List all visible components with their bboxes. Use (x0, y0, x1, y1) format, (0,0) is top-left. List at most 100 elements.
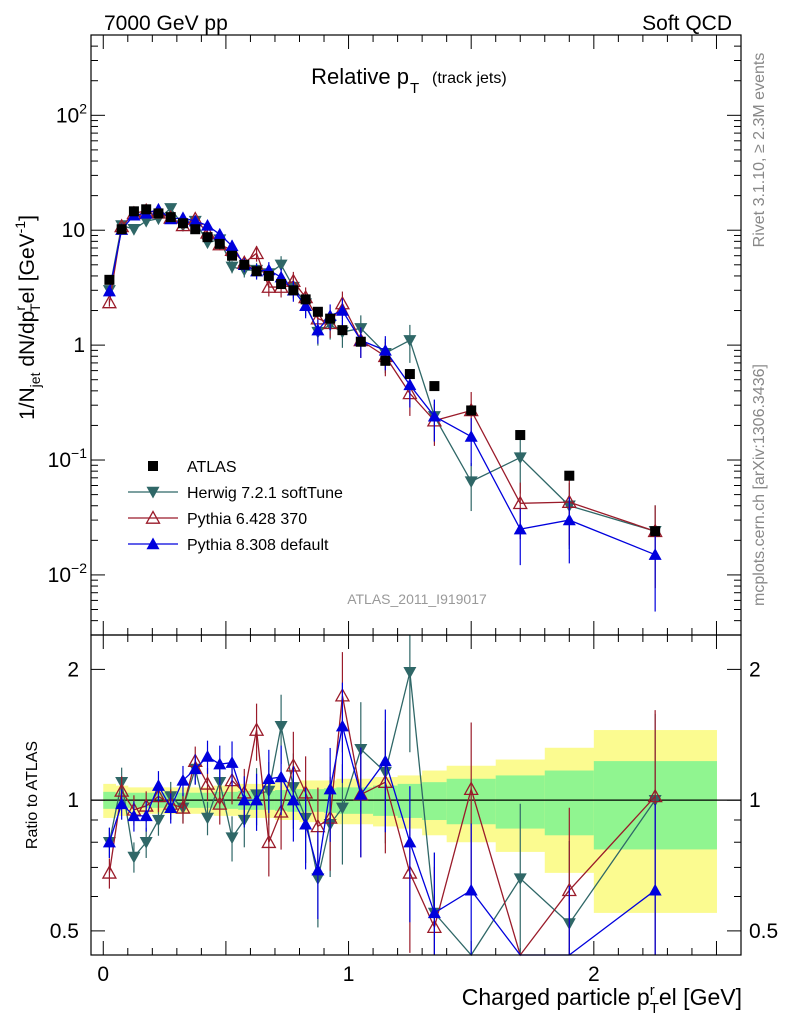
ratio-point-pythia-8-308-default (139, 809, 153, 822)
data-point-atlas (404, 369, 415, 380)
ratio-point-pythia-6-428-370 (273, 803, 289, 818)
data-point-atlas (202, 232, 213, 243)
ratio-point-herwig-7-2-1-softtune (513, 873, 527, 886)
y-tick-label-main: 1 (73, 334, 85, 357)
ratio-line-pythia-8-308-default (108, 726, 656, 956)
ratio-frame (90, 634, 742, 956)
data-point-atlas (263, 270, 274, 281)
data-point-atlas (325, 313, 336, 324)
data-point-atlas (337, 325, 348, 336)
ratio-panel: 0.5 0.5 1 1 2 2 0 1 2 (50, 634, 778, 986)
y-tick-label-main: 10−2 (48, 560, 88, 587)
data-point-pythia-8-308-default (213, 227, 227, 240)
data-point-atlas (116, 224, 127, 235)
ratio-point-pythia-8-308-default (335, 719, 349, 732)
legend-label-herwig-7-2-1-softtune: Herwig 7.2.1 softTune (187, 485, 343, 502)
data-point-pythia-8-308-default (201, 218, 215, 231)
y-tick-label-ratio: 0.5 (50, 920, 79, 943)
data-point-atlas (564, 470, 575, 481)
ratio-point-pythia-8-308-default (427, 906, 441, 919)
y-tick-label-ratio-right: 1 (749, 789, 761, 812)
data-point-atlas (466, 405, 477, 416)
ratio-point-pythia-8-308-default (286, 793, 300, 806)
ratio-point-pythia-8-308-default (176, 773, 190, 786)
mcplots-source-label: mcplots.cern.ch [arXiv:1306.3436] (751, 364, 768, 606)
data-point-atlas (251, 266, 262, 277)
ratio-point-pythia-8-308-default (323, 782, 337, 795)
ratio-point-pythia-8-308-default (115, 797, 129, 810)
ratio-point-pythia-8-308-default (127, 809, 141, 822)
ratio-point-pythia-6-428-370 (647, 788, 663, 803)
y-tick-label-ratio: 2 (67, 658, 79, 681)
data-point-atlas (276, 279, 287, 290)
x-tick-label: 2 (588, 963, 600, 986)
ratio-point-pythia-6-428-370 (212, 796, 228, 810)
ratio-point-pythia-8-308-default (299, 817, 313, 830)
ratio-point-pythia-6-428-370 (463, 781, 479, 795)
ratio-point-pythia-8-308-default (262, 772, 276, 784)
ratio-series-layer (101, 635, 663, 957)
y-tick-label-ratio-right: 0.5 (749, 920, 778, 943)
ratio-point-pythia-8-308-default (237, 793, 251, 806)
data-point-atlas (104, 274, 115, 285)
data-point-atlas (515, 430, 526, 441)
ratio-point-pythia-6-428-370 (175, 800, 191, 814)
data-point-atlas (429, 381, 440, 392)
legend-marker-herwig-7-2-1-softtune (146, 486, 160, 499)
data-point-pythia-8-308-default (464, 430, 478, 442)
data-point-pythia-8-308-default (513, 522, 527, 535)
data-point-herwig-7-2-1-softtune (274, 259, 288, 272)
ratio-point-herwig-7-2-1-softtune (403, 667, 417, 679)
ratio-point-pythia-8-308-default (164, 801, 178, 814)
data-point-herwig-7-2-1-softtune (127, 224, 141, 236)
ratio-point-pythia-8-308-default (188, 762, 202, 775)
main-series-layer (101, 202, 663, 612)
ratio-point-pythia-6-428-370 (101, 865, 118, 879)
main-tick-layer: 10−2 10−1 1 10 102 (48, 34, 741, 636)
data-point-atlas (312, 306, 323, 317)
ratio-point-pythia-8-308-default (250, 793, 264, 806)
legend-label-atlas: ATLAS (187, 459, 237, 476)
data-point-atlas (165, 212, 176, 223)
uncertainty-band-inner (422, 782, 448, 821)
series-line-herwig-7-2-1-softtune (108, 207, 656, 532)
data-point-atlas (190, 224, 201, 235)
main-panel: 10−2 10−1 1 10 102 Relative p T (track jets)… (48, 34, 742, 636)
legend-label-pythia-6-428-370: Pythia 6.428 370 (187, 511, 307, 528)
ratio-point-pythia-6-428-370 (150, 788, 167, 803)
rivet-version-label: Rivet 3.1.10, ≥ 2.3M events (751, 53, 768, 248)
main-y-axis-label: 1/Njet dN/dprTel [GeV-1] (12, 215, 43, 420)
ratio-uncertainty-bands (91, 730, 741, 913)
data-point-herwig-7-2-1-softtune (164, 203, 178, 215)
data-point-pythia-8-308-default (403, 378, 417, 391)
legend: ATLAS Herwig 7.2.1 softTune Pythia 6.428 3… (128, 459, 343, 554)
data-point-atlas (177, 218, 188, 229)
data-point-pythia-6-428-370 (261, 279, 277, 293)
ratio-point-pythia-8-308-default (648, 883, 662, 896)
ratio-point-herwig-7-2-1-softtune (225, 832, 239, 845)
ratio-point-pythia-8-308-default (102, 835, 116, 848)
ratio-point-pythia-8-308-default (201, 750, 215, 762)
data-point-atlas (128, 206, 139, 217)
data-point-atlas (141, 204, 152, 215)
ratio-point-pythia-6-428-370 (261, 834, 277, 849)
data-point-atlas (227, 250, 238, 261)
data-point-pythia-8-308-default (188, 214, 202, 227)
ratio-point-herwig-7-2-1-softtune (139, 837, 153, 849)
ratio-point-herwig-7-2-1-softtune (201, 812, 215, 825)
legend-label-pythia-8-308-default: Pythia 8.308 default (187, 537, 329, 554)
x-tick-label: 1 (343, 963, 355, 986)
data-point-atlas (239, 259, 250, 270)
data-point-atlas (288, 285, 299, 296)
ratio-point-herwig-7-2-1-softtune (335, 802, 349, 815)
data-point-herwig-7-2-1-softtune (513, 452, 527, 465)
y-tick-label-ratio-right: 2 (749, 658, 761, 681)
data-point-pythia-6-428-370 (101, 294, 118, 309)
data-point-pythia-8-308-default (648, 548, 662, 560)
ratio-point-pythia-8-308-default (213, 757, 227, 770)
ratio-point-pythia-8-308-default (403, 835, 417, 848)
series-line-pythia-6-428-370 (108, 209, 656, 532)
ratio-tick-layer: 0.5 0.5 1 1 2 2 0 1 2 (50, 635, 778, 986)
ratio-point-pythia-6-428-370 (248, 722, 265, 736)
ratio-point-pythia-8-308-default (151, 779, 165, 791)
